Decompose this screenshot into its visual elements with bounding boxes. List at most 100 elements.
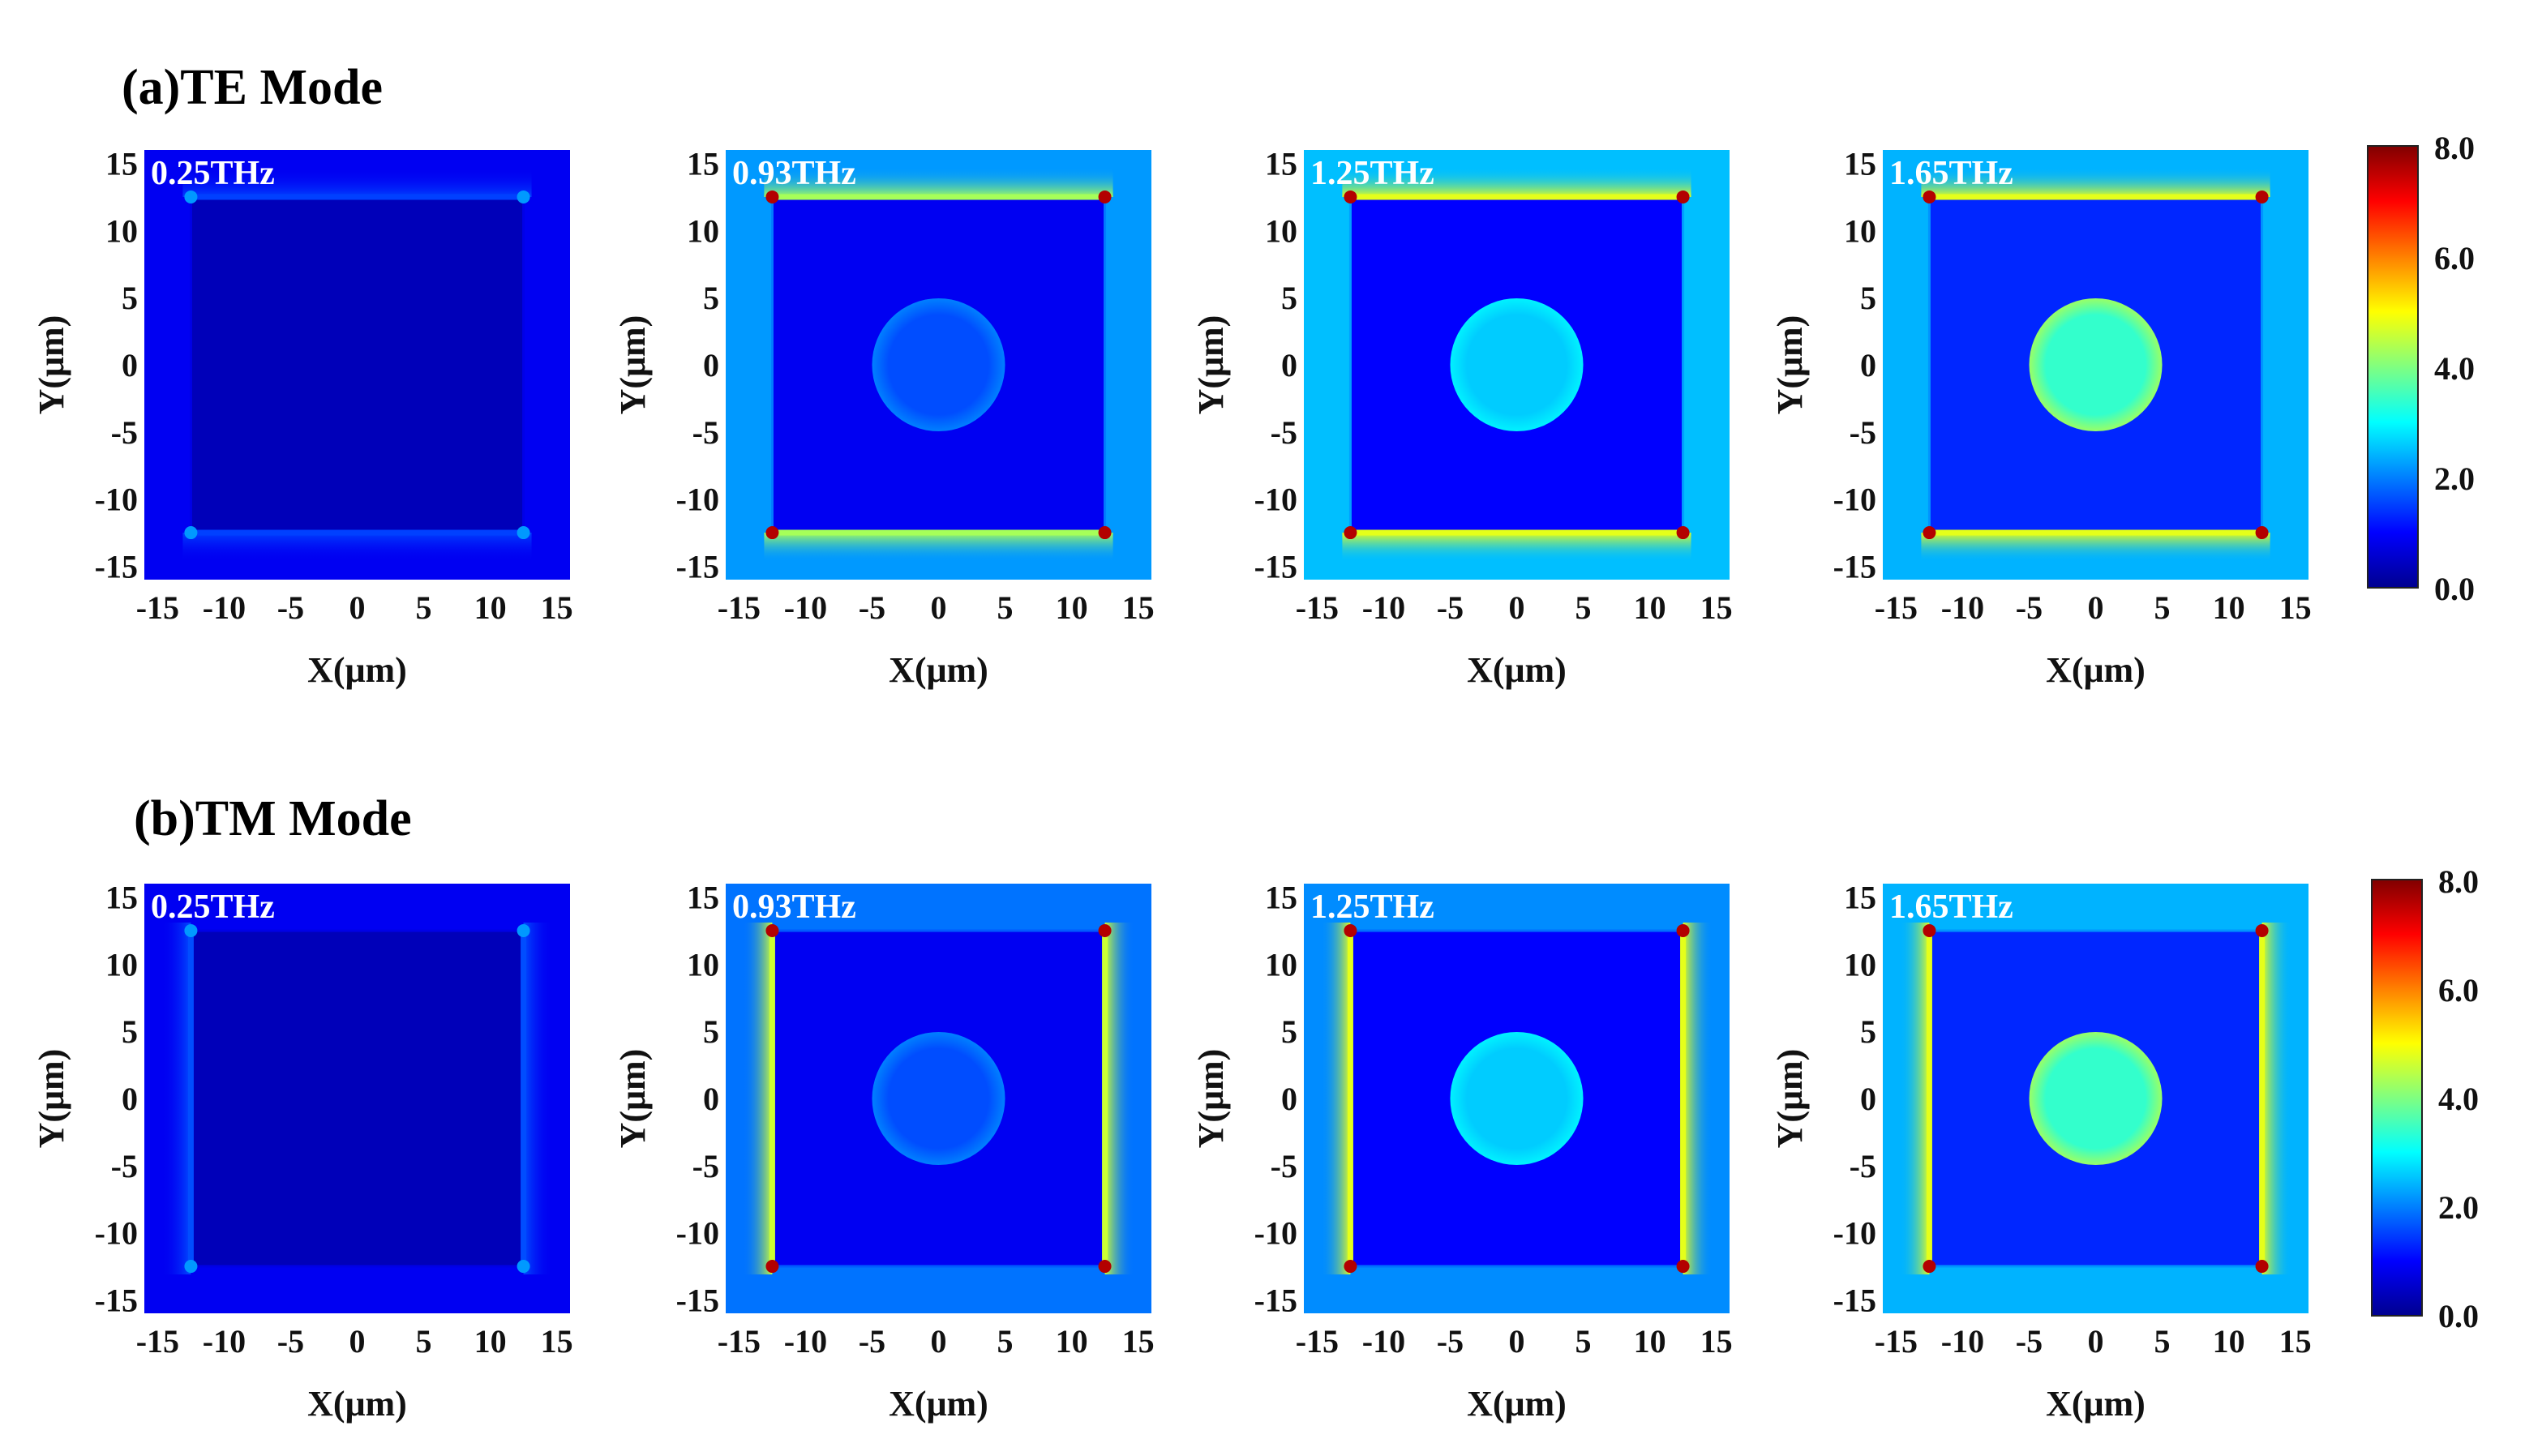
hot-corner	[765, 190, 779, 203]
edge-glow	[1342, 167, 1691, 197]
hot-corner	[1098, 526, 1112, 540]
central-disk	[1450, 298, 1584, 432]
hot-corner	[1923, 526, 1936, 540]
resonator-interior	[191, 196, 524, 533]
x-tick-label: 0	[1509, 589, 1525, 626]
x-tick-label: -15	[718, 1323, 761, 1360]
x-tick-label: -10	[203, 1323, 246, 1360]
hot-corner	[1923, 190, 1936, 203]
y-tick-label: 0	[122, 1081, 138, 1117]
y-tick-label: -15	[1833, 1282, 1876, 1318]
x-tick-label: 15	[2279, 1323, 2312, 1360]
hot-corner	[184, 190, 198, 203]
colorbar-tick: 8.0	[2434, 130, 2475, 166]
hot-corner	[1344, 1260, 1357, 1274]
x-tick-label: 0	[931, 1323, 947, 1360]
x-tick-label: -15	[1875, 1323, 1918, 1360]
y-tick-label: 0	[1860, 1081, 1876, 1117]
y-axis-label: Y(μm)	[613, 1049, 653, 1149]
x-tick-label: 0	[349, 589, 366, 626]
hot-corner	[2255, 923, 2269, 937]
y-tick-label: 0	[1281, 1081, 1297, 1117]
y-tick-label: -15	[1833, 548, 1876, 585]
y-tick-label: -5	[111, 1148, 138, 1184]
field-panel: 1.65THz -15 -10 -5 0 5 10 15 15 10 5 0 -5 -10 -15 X(μm)…	[1770, 880, 2312, 1424]
x-tick-label: -10	[1941, 1323, 1984, 1360]
colorbar-gradient	[2367, 145, 2419, 589]
x-tick-label: 10	[1056, 1323, 1088, 1360]
y-tick-label: -5	[1850, 1148, 1876, 1184]
central-disk	[872, 1031, 1005, 1166]
x-tick-label: 15	[1122, 1323, 1155, 1360]
hot-corner	[1676, 923, 1690, 937]
edge-glow	[182, 167, 532, 197]
frequency-label: 1.25THz	[1310, 889, 1434, 926]
field-plot-area	[144, 150, 570, 580]
x-axis-label: X(μm)	[889, 1384, 988, 1424]
x-tick-label: -15	[1296, 1323, 1339, 1360]
hot-corner	[2255, 190, 2269, 203]
hot-corner	[1098, 190, 1112, 203]
frequency-label: 0.25THz	[151, 155, 275, 192]
colorbar-tick: 4.0	[2434, 350, 2475, 387]
y-tick-label: 0	[703, 1081, 719, 1117]
y-tick-label: 10	[687, 946, 719, 983]
field-panel: 1.25THz -15 -10 -5 0 5 10 15 15 10 5 0 -5 -10 -15 X(μm)…	[1191, 880, 1733, 1424]
hot-corner	[2255, 1260, 2269, 1274]
x-axis-label: X(μm)	[1467, 1384, 1567, 1424]
central-disk	[872, 298, 1005, 432]
x-tick-label: -10	[1362, 1323, 1405, 1360]
hot-corner	[184, 526, 198, 540]
hot-corner	[1344, 190, 1357, 203]
frequency-label: 0.93THz	[732, 155, 856, 192]
y-tick-label: -10	[1254, 1215, 1297, 1252]
x-tick-label: 15	[1122, 589, 1155, 626]
x-tick-label: 0	[2088, 1323, 2104, 1360]
edge-glow	[764, 167, 1113, 197]
field-plot-area	[1304, 884, 1730, 1313]
hot-corner	[1676, 526, 1690, 540]
x-tick-label: 5	[997, 589, 1014, 626]
y-axis-label: Y(μm)	[32, 1049, 71, 1149]
field-plot-area	[726, 884, 1151, 1313]
y-tick-label: 15	[687, 880, 719, 916]
x-tick-label: 5	[1575, 589, 1592, 626]
y-tick-label: 0	[1860, 347, 1876, 383]
y-tick-label: 5	[122, 1013, 138, 1050]
hot-corner	[2255, 526, 2269, 540]
field-plot-area	[1883, 150, 2309, 580]
colorbar-tick: 8.0	[2438, 863, 2479, 900]
x-tick-label: -15	[136, 589, 179, 626]
y-axis-label: Y(μm)	[1770, 315, 1810, 415]
x-axis-label: X(μm)	[2046, 650, 2146, 690]
frequency-label: 0.93THz	[732, 889, 856, 926]
y-axis-label: Y(μm)	[1770, 1049, 1810, 1149]
x-tick-label: 15	[541, 589, 573, 626]
x-tick-label: 10	[1634, 589, 1666, 626]
hot-corner	[1098, 923, 1112, 937]
x-tick-label: -5	[2016, 589, 2043, 626]
hot-corner	[1344, 923, 1357, 937]
x-tick-label: 0	[1509, 1323, 1525, 1360]
y-tick-label: 5	[1281, 1013, 1297, 1050]
x-axis-label: X(μm)	[889, 650, 988, 690]
y-axis-label: Y(μm)	[1191, 1049, 1231, 1149]
y-tick-label: -10	[95, 482, 138, 518]
x-tick-label: 10	[1056, 589, 1088, 626]
x-tick-label: 5	[2154, 1323, 2171, 1360]
y-tick-label: 15	[105, 880, 138, 916]
y-tick-label: 0	[122, 347, 138, 383]
y-tick-label: 5	[1860, 1013, 1876, 1050]
edge-glow	[161, 922, 191, 1275]
y-tick-label: 15	[105, 146, 138, 182]
edge-glow	[1342, 533, 1691, 563]
field-panel: 0.93THz -15 -10 -5 0 5 10 15 15 10 5 0 -5 -10 -15 X(μm)…	[613, 146, 1155, 690]
row-title-tm: (b)TM Mode	[134, 791, 412, 846]
colorbar-gradient	[2371, 879, 2423, 1317]
frequency-label: 1.25THz	[1310, 155, 1434, 192]
edge-glow	[523, 922, 553, 1275]
x-tick-label: -5	[2016, 1323, 2043, 1360]
edge-glow	[743, 922, 773, 1275]
colorbar-tick: 2.0	[2434, 460, 2475, 497]
